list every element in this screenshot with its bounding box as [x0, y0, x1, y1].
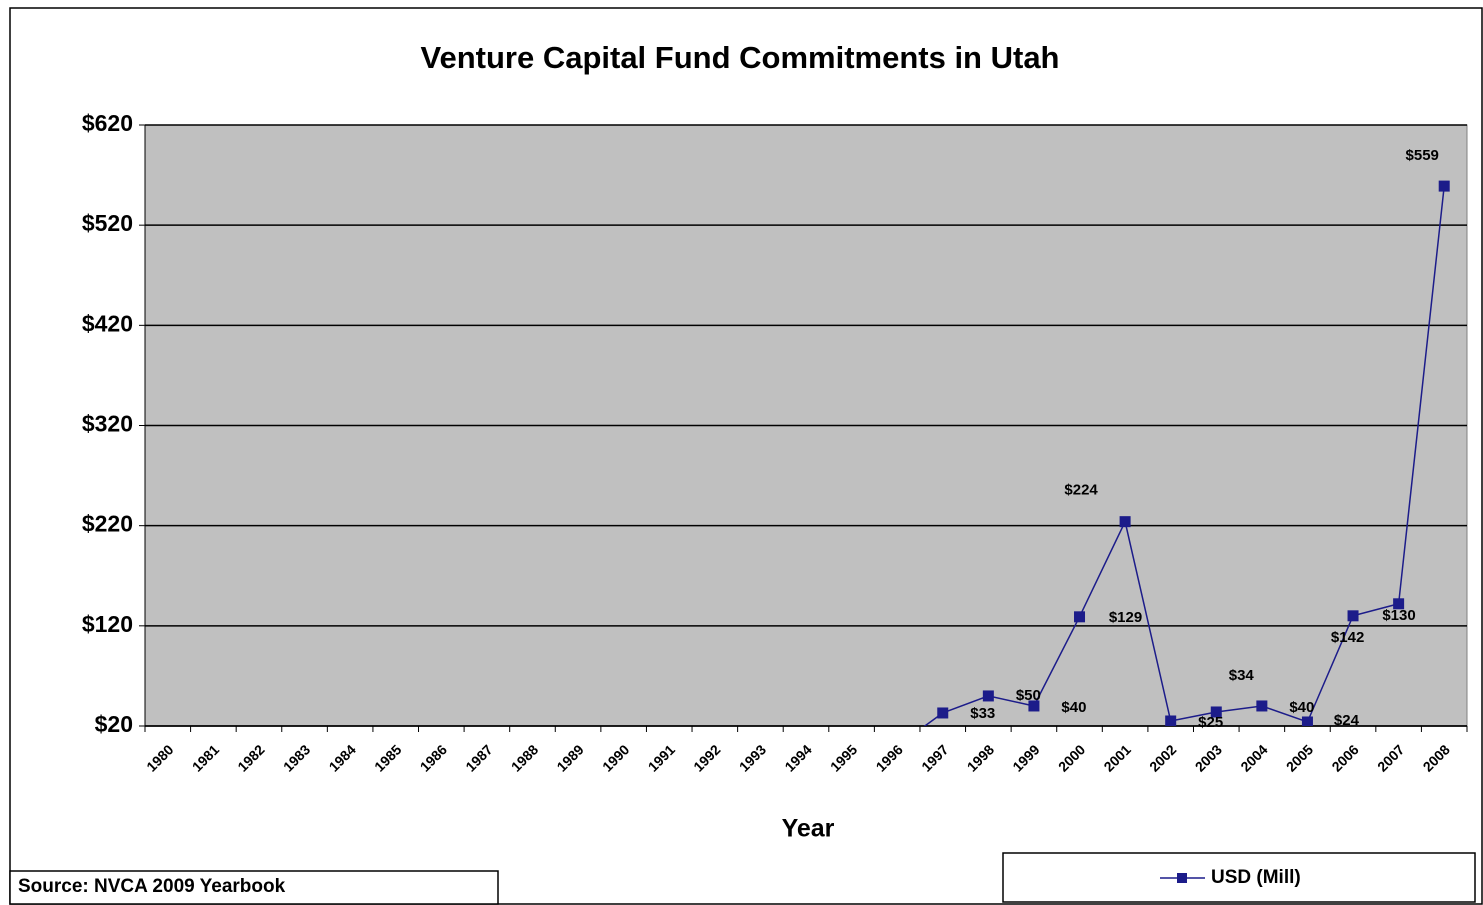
point-marker: [1028, 700, 1040, 712]
point-marker: [1393, 598, 1405, 610]
data-label: $40: [1289, 699, 1314, 716]
y-tick-label: $120: [82, 611, 133, 637]
point-marker: [1347, 610, 1359, 622]
point-marker: [1301, 716, 1313, 726]
point-marker: [1438, 180, 1450, 192]
data-label: $33: [970, 705, 995, 722]
x-axis-label: Year: [782, 815, 835, 843]
point-marker: [937, 707, 949, 719]
y-tick-label: $220: [82, 511, 133, 537]
source-box: [9, 870, 499, 905]
y-tick-label: $320: [82, 411, 133, 437]
y-tick-label: $420: [82, 310, 133, 336]
point-marker: [1119, 516, 1131, 528]
legend-box: [1002, 852, 1476, 903]
y-tick-label: $620: [82, 110, 133, 136]
data-label: $129: [1109, 609, 1142, 626]
data-label: $25: [1198, 714, 1223, 731]
data-label: $559: [1406, 147, 1439, 164]
legend-label: USD (Mill): [1211, 867, 1301, 888]
chart-title: Venture Capital Fund Commitments in Utah: [421, 40, 1060, 75]
y-tick-label: $20: [95, 711, 133, 737]
data-label: $34: [1229, 667, 1255, 684]
point-marker: [1256, 700, 1268, 712]
point-marker: [982, 690, 994, 702]
data-label: $40: [1061, 699, 1086, 716]
point-marker: [1210, 706, 1222, 718]
series-line: [923, 186, 1445, 726]
data-label: $24: [1334, 712, 1360, 729]
data-label: $224: [1064, 482, 1098, 499]
legend-marker: [1177, 873, 1187, 883]
data-label: $130: [1382, 607, 1415, 624]
point-marker: [1074, 611, 1086, 623]
point-marker: [1165, 715, 1177, 726]
y-tick-label: $520: [82, 210, 133, 236]
data-label: $142: [1331, 629, 1364, 646]
plot-layer: [923, 180, 1450, 726]
source-note: Source: NVCA 2009 Yearbook: [18, 876, 286, 897]
data-label: $50: [1016, 687, 1041, 704]
